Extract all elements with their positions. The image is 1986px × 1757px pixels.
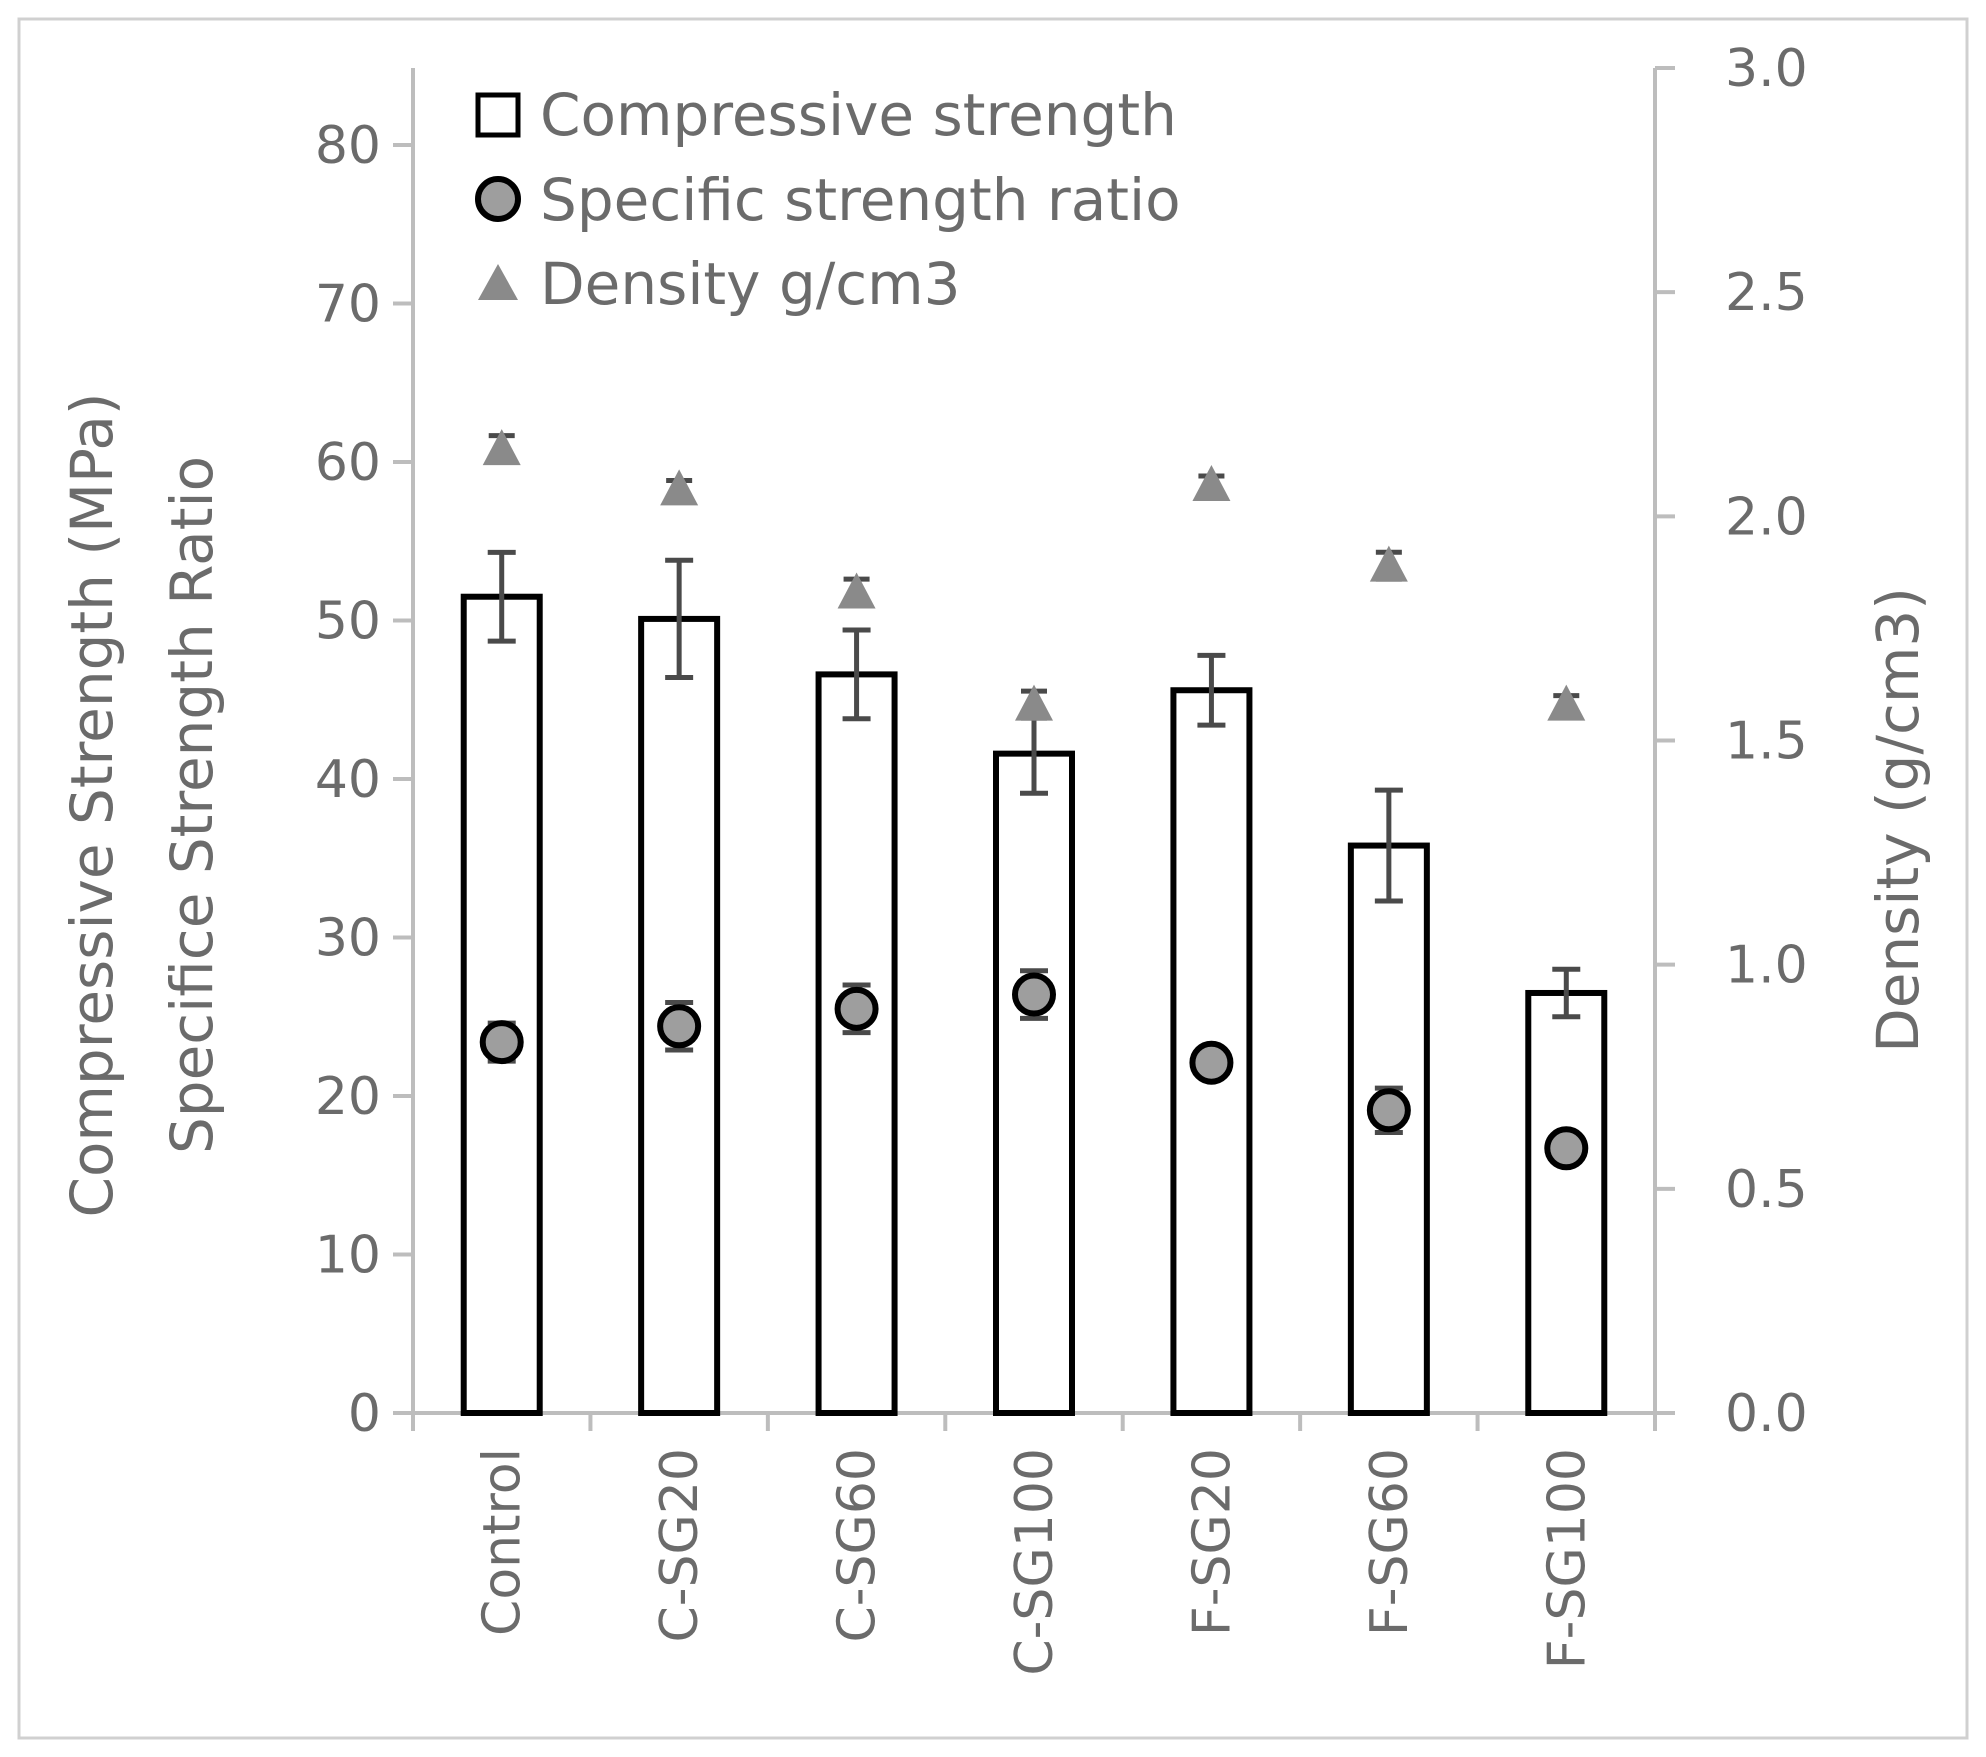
y-left-tick-label: 30	[315, 909, 381, 969]
bar-compressive-strength	[993, 750, 1075, 1416]
point-specific-strength-ratio	[657, 1004, 702, 1049]
y-left-tick-label: 40	[315, 750, 381, 810]
y-axis-left-title-line2: Specifice Strength Ratio	[158, 456, 226, 1154]
point-specific-strength-ratio	[1012, 972, 1056, 1017]
legend-label-compressive-strength: Compressive strength	[540, 81, 1177, 149]
y-right-tick-label: 3.0	[1725, 39, 1808, 99]
y-left-tick-label: 70	[315, 275, 381, 335]
point-specific-strength-ratio	[479, 1020, 524, 1065]
legend-label-density: Density g/cm3	[540, 250, 961, 318]
point-density	[1369, 545, 1408, 582]
y-left-tick-label: 50	[315, 592, 381, 652]
y-left-tick-label: 20	[315, 1067, 381, 1127]
y-left-tick-label: 0	[348, 1384, 381, 1444]
bar-compressive-strength	[815, 671, 898, 1416]
y-axis-left-title-line1: Compressive Strength (MPa)	[58, 392, 126, 1217]
x-category-label: F-SG20	[1182, 1448, 1242, 1636]
legend-label-specific-strength-ratio: Specific strength ratio	[540, 166, 1181, 234]
y-right-tick-label: 1.5	[1725, 712, 1808, 772]
y-left-tick-label: 80	[315, 116, 381, 176]
point-specific-strength-ratio	[1366, 1088, 1411, 1133]
point-density	[1547, 684, 1586, 721]
bar-compressive-strength	[460, 593, 543, 1416]
legend-bar-swatch	[475, 92, 521, 138]
point-density	[482, 429, 521, 466]
y-right-tick-label: 0.0	[1725, 1384, 1808, 1444]
point-specific-strength-ratio	[1544, 1126, 1589, 1171]
x-category-label: F-SG60	[1360, 1448, 1420, 1636]
x-category-label: Control	[473, 1448, 533, 1636]
y-axis-right-title: Density (g/cm3)	[1864, 587, 1932, 1053]
x-category-label: C-SG20	[650, 1448, 710, 1643]
point-density	[1015, 684, 1053, 721]
point-density	[837, 572, 876, 609]
bar-compressive-strength	[1525, 989, 1608, 1416]
markers	[479, 429, 1589, 1171]
y-left-tick-label: 60	[315, 433, 381, 493]
y-right-tick-label: 1.0	[1725, 936, 1808, 996]
y-left-tick-label: 10	[315, 1226, 381, 1286]
y-right-tick-label: 2.5	[1725, 263, 1808, 323]
x-category-label: C-SG100	[1005, 1448, 1065, 1676]
bar-compressive-strength	[1170, 687, 1253, 1416]
legend: Compressive strength Specific strength r…	[475, 81, 1181, 318]
x-category-label: F-SG100	[1537, 1448, 1597, 1669]
legend-triangle-swatch	[478, 264, 518, 300]
point-specific-strength-ratio	[834, 986, 879, 1031]
x-category-label: C-SG60	[828, 1448, 888, 1643]
y-right-tick-label: 2.0	[1725, 487, 1808, 547]
legend-circle-swatch	[475, 176, 521, 222]
point-specific-strength-ratio	[1189, 1040, 1234, 1085]
axes: 0 10 20 30 40 50 60 70 80 0.0 0.5 1.0 1.5 2.0 2.5 3.0 Co…	[315, 39, 1808, 1676]
point-density	[1192, 464, 1231, 501]
point-density	[660, 469, 699, 506]
y-right-tick-label: 0.5	[1725, 1160, 1808, 1220]
